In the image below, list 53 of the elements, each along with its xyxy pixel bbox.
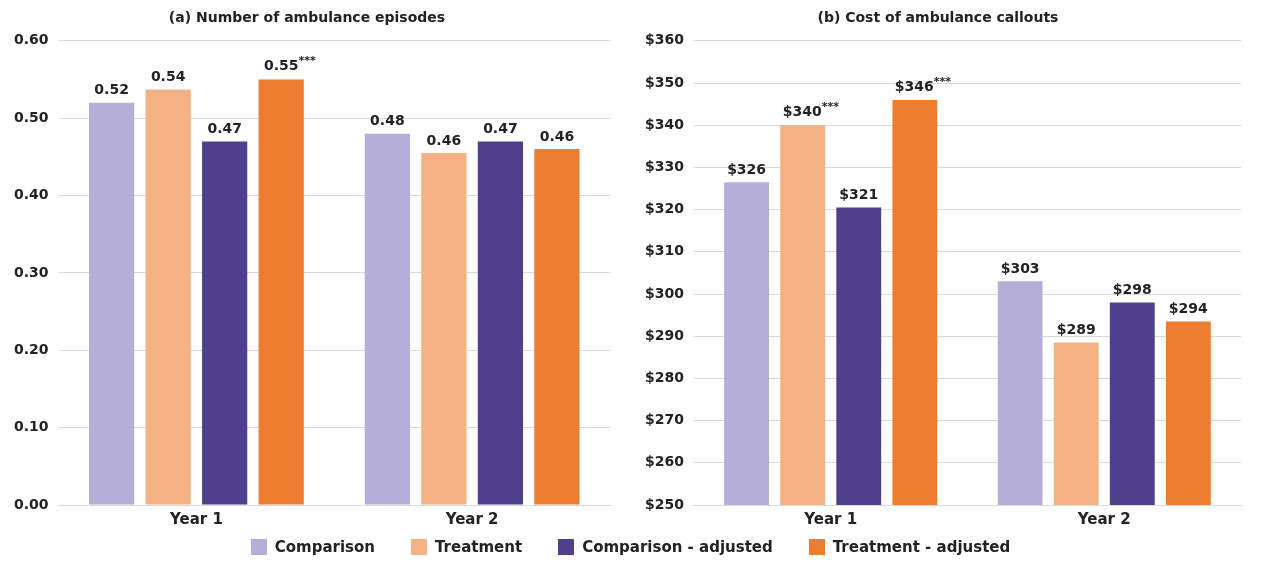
data-label: 0.47 — [207, 120, 242, 137]
data-label: 0.47 — [483, 120, 518, 137]
data-label: $289 — [1056, 321, 1096, 338]
y-tick-label: $260 — [644, 453, 684, 470]
x-tick-label: Year 2 — [1076, 509, 1131, 528]
y-tick-label: $360 — [644, 31, 684, 48]
y-tick-label: 0.30 — [14, 263, 49, 280]
y-tick-label: $270 — [644, 411, 684, 428]
data-label: 0.46 — [539, 127, 575, 144]
legend-label: Treatment — [435, 538, 523, 556]
data-label: $298 — [1112, 281, 1152, 298]
legend-label: Comparison — [274, 538, 376, 556]
y-tick-label: $310 — [644, 242, 684, 259]
data-label: $346$^{***}$ — [894, 74, 952, 94]
bar — [421, 152, 467, 505]
bar — [258, 79, 304, 505]
data-label: $321 — [838, 186, 878, 203]
y-tick-label: $290 — [644, 326, 684, 343]
y-tick-label: 0.10 — [14, 418, 49, 435]
bar — [534, 149, 580, 505]
data-label: $326 — [726, 160, 766, 177]
y-tick-label: 0.50 — [14, 108, 49, 125]
y-tick-label: 0.60 — [14, 31, 49, 48]
x-tick-label: Year 2 — [444, 509, 499, 528]
legend-label: Treatment - adjusted — [832, 538, 1011, 556]
data-label: 0.55$^{***}$ — [263, 54, 316, 74]
data-label: 0.46 — [426, 131, 462, 148]
legend-label: Comparison - adjusted — [582, 538, 773, 556]
x-tick-label: Year 1 — [168, 509, 223, 528]
y-tick-label: 0.00 — [14, 495, 49, 512]
y-tick-label: $280 — [644, 369, 684, 386]
y-tick-label: $250 — [644, 495, 684, 512]
bar — [145, 89, 191, 505]
y-tick-label: $320 — [644, 200, 684, 217]
data-label: 0.48 — [370, 112, 405, 129]
data-label: $303 — [1000, 259, 1040, 276]
y-tick-label: $340 — [644, 115, 684, 132]
y-tick-label: 0.20 — [14, 340, 49, 357]
data-label: $294 — [1168, 300, 1208, 317]
x-tick-label: Year 1 — [802, 509, 857, 528]
data-label: $340$^{***}$ — [782, 100, 839, 120]
chart-title: (b) Cost of ambulance callouts — [817, 9, 1058, 26]
y-tick-label: $350 — [644, 73, 684, 90]
bar — [89, 102, 135, 505]
bar — [477, 141, 524, 505]
data-label: 0.52 — [94, 81, 129, 98]
data-label: 0.54 — [150, 68, 186, 85]
y-tick-label: 0.40 — [14, 186, 49, 203]
bar — [364, 133, 410, 505]
y-tick-label: $300 — [644, 284, 684, 301]
chart-title: (a) Number of ambulance episodes — [168, 9, 446, 26]
bar — [202, 141, 248, 505]
y-tick-label: $330 — [644, 158, 684, 175]
